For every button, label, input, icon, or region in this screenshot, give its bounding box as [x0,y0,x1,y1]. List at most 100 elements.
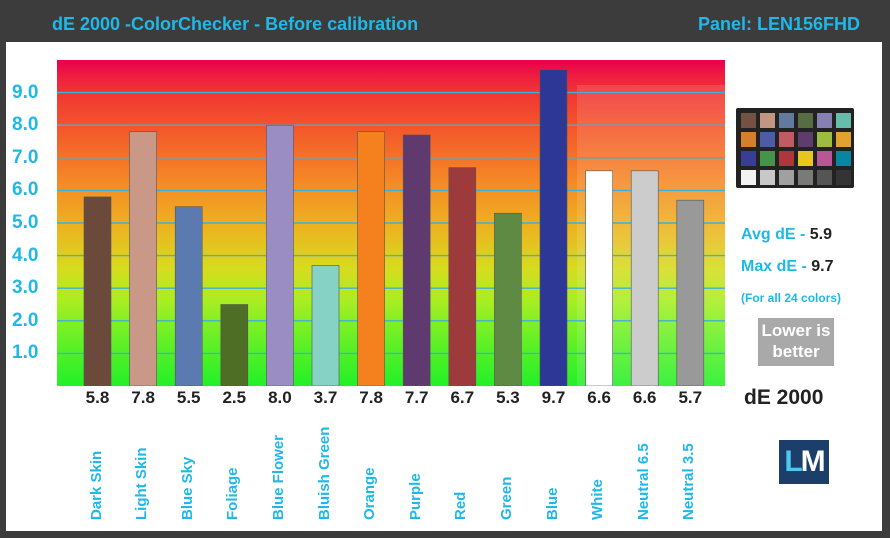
laptopmedia-logo: LM [779,440,829,484]
checker-swatch [779,132,794,147]
category-label: Dark Skin [87,450,105,520]
checker-swatch [760,132,775,147]
max-de-label: Max dE - [741,258,812,275]
value-label: 5.3 [496,388,520,407]
checker-swatch [836,113,851,128]
y-tick-label: 7.0 [12,146,39,168]
checker-swatch [760,151,775,166]
category-label-wrap: Purple [407,420,447,520]
checker-swatch [760,170,775,185]
chart-title: dE 2000 -ColorChecker - Before calibrati… [52,14,419,34]
category-label-wrap: Blue Flower [270,420,310,520]
avg-de-label: Avg dE - [741,226,810,243]
bar-red [448,167,477,386]
x-axis-unit-label: dE 2000 [744,386,824,409]
value-label: 2.5 [222,388,247,407]
category-label-wrap: Red [452,420,492,520]
category-label-wrap: Bluish Green [316,420,356,520]
bar-blue-sky [174,206,203,386]
y-tick-label: 6.0 [12,179,39,201]
value-label: 7.8 [131,388,155,407]
checker-swatch [798,151,813,166]
value-label: 5.5 [176,388,201,407]
bar-light-skin [129,131,157,386]
y-tick-label: 5.0 [12,212,39,233]
colorchecker-icon [736,108,854,188]
bar-dark-skin [83,196,112,386]
category-label: Blue Flower [269,434,287,520]
colors-note: (For all 24 colors) [741,291,842,305]
value-label: 6.6 [632,388,657,407]
category-label: Foliage [224,467,242,520]
value-label: 6.6 [587,388,611,407]
category-label: Red [452,491,470,520]
bar-blue-flower [266,124,294,386]
checker-swatch [760,113,775,128]
category-label-wrap: Blue [544,420,584,520]
max-de: Max dE - 9.7 [741,258,833,276]
value-label: 7.7 [404,388,429,407]
category-label-wrap: Neutral 3.5 [680,420,720,520]
category-label: White [589,479,607,520]
lower-is-better-badge: Lower is better [758,318,834,366]
checker-swatch [817,113,832,128]
checker-swatch [798,132,813,147]
checker-swatch [836,132,851,147]
max-de-value: 9.7 [811,258,834,275]
category-label-wrap: Foliage [224,420,264,520]
y-tick-label: 8.0 [12,114,39,136]
checker-swatch [817,132,832,147]
bar-neutral-6-5 [630,170,659,386]
category-label-wrap: Blue Sky [179,420,219,520]
category-label-wrap: Green [498,420,538,520]
checker-swatch [741,113,756,128]
checker-swatch [779,151,794,166]
checker-swatch [779,113,794,128]
bar-blue [539,69,568,386]
bar-purple [402,134,431,386]
checker-swatch [836,170,851,185]
category-label: Neutral 3.5 [680,443,698,520]
category-label: Neutral 6.5 [634,443,652,520]
value-label: 5.8 [85,388,110,407]
logo-letter-l: L [784,445,802,478]
category-label-wrap: White [589,420,629,520]
checker-swatch [836,151,851,166]
panel-label: Panel: LEN156FHD [697,14,860,34]
value-label: 6.7 [450,388,475,407]
y-tick-label: 2.0 [12,309,39,331]
bar-green [494,212,522,386]
checker-swatch [798,113,813,128]
bar-white [585,170,613,386]
checker-swatch [741,132,756,147]
value-label: 7.8 [359,388,383,407]
y-tick-label: 1.0 [12,342,39,364]
category-label-wrap: Light Skin [133,420,173,521]
checker-swatch [817,170,832,185]
plot-area [57,60,725,386]
y-tick-label: 4.0 [12,244,39,266]
bar-chart-svg [57,69,725,386]
checker-swatch [779,170,794,185]
checker-swatch [741,170,756,185]
lower-line-2: better [772,342,820,361]
value-label: 8.0 [268,388,292,407]
checker-swatch [798,170,813,185]
bar-bluish-green [311,265,340,386]
y-tick-label: 9.0 [12,81,39,103]
checker-swatch [741,151,756,166]
category-label: Blue Sky [178,456,196,520]
category-label: Blue [543,487,561,520]
category-label: Purple [406,473,424,520]
checker-swatch [817,151,832,166]
y-tick-label: 3.0 [12,277,39,299]
category-label-wrap: Dark Skin [88,420,128,520]
bar-foliage [220,304,249,386]
category-label-wrap: Neutral 6.5 [635,420,675,520]
value-label: 9.7 [541,388,566,407]
logo-letter-m: M [800,445,826,478]
avg-de: Avg dE - 5.9 [741,226,832,244]
bar-orange [357,131,385,386]
value-label: 5.7 [678,388,703,407]
category-label: Light Skin [133,447,151,521]
